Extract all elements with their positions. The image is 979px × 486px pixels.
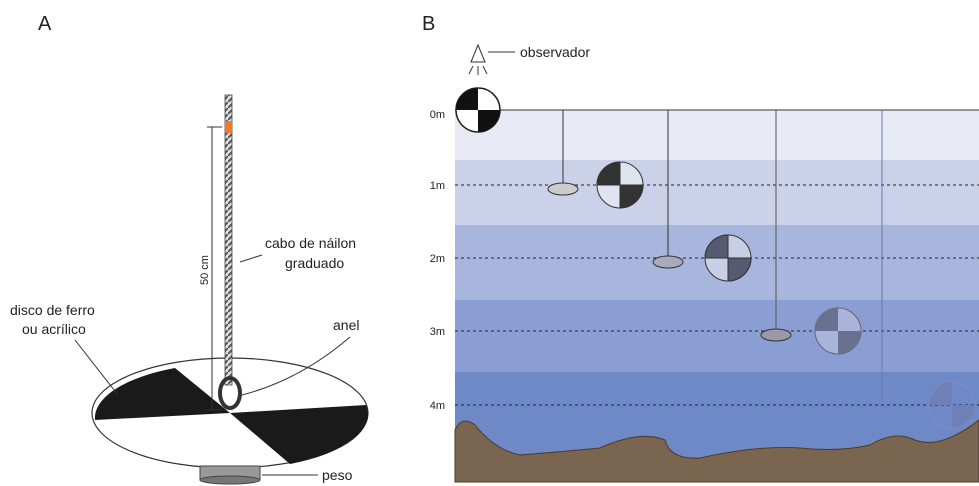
leader-line [239,254,263,263]
disk-label: ou acrílico [22,321,86,337]
weight-label: peso [322,467,353,483]
length-label: 50 cm [199,255,211,285]
depth-label: 0m [430,109,445,121]
water [455,109,979,482]
disk-views [547,110,976,429]
depth-label: 3m [430,326,445,338]
leader-line [241,336,351,396]
panel-label: A [38,13,52,35]
weight [199,465,261,485]
secchi-disk [91,357,369,469]
leader-line [74,339,119,396]
disk-label: disco de ferro [10,302,95,318]
panel-label: B [422,13,435,35]
observer-label: observador [520,44,590,60]
ring-label: anel [333,317,359,333]
sediment [454,419,979,483]
rope-label: graduado [285,255,344,271]
rope [224,94,233,386]
rope-label: cabo de náilon [265,235,356,251]
depth-label: 1m [430,180,445,192]
scale [207,126,222,411]
surface-disk [455,87,501,133]
depth-label: 4m [430,400,445,412]
rope-mark [225,121,232,133]
ring [218,376,242,410]
observer [468,43,515,75]
depth-label: 2m [430,253,445,265]
